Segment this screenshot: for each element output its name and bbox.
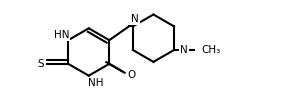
- Text: S: S: [37, 59, 44, 69]
- Text: O: O: [127, 70, 136, 80]
- Text: CH₃: CH₃: [202, 45, 221, 55]
- Text: NH: NH: [88, 78, 103, 88]
- Text: N: N: [131, 14, 139, 24]
- Text: N: N: [180, 45, 187, 55]
- Text: HN: HN: [54, 30, 69, 40]
